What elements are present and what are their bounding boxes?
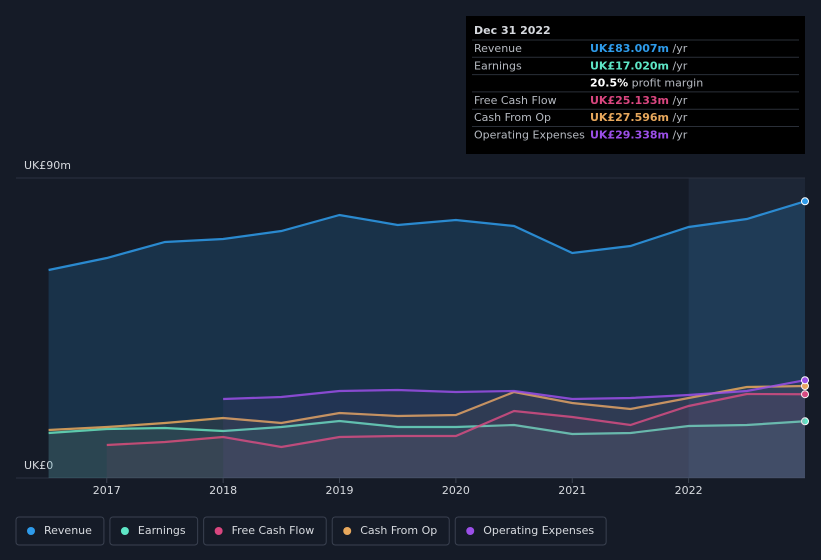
tooltip-unit: /yr xyxy=(673,111,688,124)
x-tick-label: 2021 xyxy=(558,484,586,497)
legend-item[interactable]: Cash From Op xyxy=(331,516,450,546)
series-area xyxy=(48,386,806,478)
series-area xyxy=(223,380,805,478)
tooltip-unit: /yr xyxy=(673,129,688,142)
legend-box[interactable] xyxy=(331,516,450,546)
series-line xyxy=(48,384,806,432)
tooltip-number: UK£27.596m xyxy=(590,111,669,124)
tooltip-number: UK£83.007m xyxy=(590,42,669,55)
series-line xyxy=(106,392,806,449)
x-tick-label: 2022 xyxy=(675,484,703,497)
highlight-region xyxy=(688,178,805,478)
tooltip-value: UK£29.338m /yr xyxy=(590,129,688,142)
x-tick-label: 2017 xyxy=(93,484,121,497)
legend-swatch[interactable] xyxy=(466,527,475,535)
x-tick-label: 2018 xyxy=(209,484,237,497)
y-tick-label: UK£90m xyxy=(24,159,71,172)
series-line xyxy=(223,379,806,401)
tooltip-unit: /yr xyxy=(673,59,688,72)
legend-label[interactable]: Free Cash Flow xyxy=(232,524,315,537)
legend-label[interactable]: Operating Expenses xyxy=(483,524,594,537)
legend-box[interactable] xyxy=(109,516,199,546)
legend-item[interactable]: Free Cash Flow xyxy=(203,516,327,546)
legend-swatch[interactable] xyxy=(27,527,35,535)
tooltip-number: UK£17.020m xyxy=(590,59,669,72)
legend-box[interactable] xyxy=(454,516,607,546)
y-tick-label: UK£0 xyxy=(24,459,53,472)
end-point xyxy=(801,417,809,426)
tooltip-value: UK£17.020m /yr xyxy=(590,59,688,72)
legend-item[interactable]: Revenue xyxy=(15,516,105,546)
end-point xyxy=(801,390,809,399)
end-point xyxy=(801,197,809,206)
legend-label[interactable]: Revenue xyxy=(44,524,92,537)
tooltip-unit: /yr xyxy=(673,42,688,55)
tooltip-title: Dec 31 2022 xyxy=(474,24,551,37)
tooltip-number: UK£29.338m xyxy=(590,129,669,142)
legend-swatch[interactable] xyxy=(343,527,352,535)
x-tick-label: 2020 xyxy=(442,484,470,497)
tooltip-unit: profit margin xyxy=(632,77,704,90)
x-tick-label: 2019 xyxy=(326,484,354,497)
series-line xyxy=(48,419,806,436)
tooltip-value: 20.5% profit margin xyxy=(590,77,703,90)
tooltip-label: Cash From Op xyxy=(474,111,551,124)
legend-box[interactable] xyxy=(203,516,327,546)
tooltip-value: UK£27.596m /yr xyxy=(590,111,688,124)
tooltip-box xyxy=(466,16,805,154)
legend-item[interactable]: Earnings xyxy=(109,516,199,546)
tooltip-value: UK£83.007m /yr xyxy=(590,42,688,55)
legend-item[interactable]: Operating Expenses xyxy=(454,516,607,546)
legend-swatch[interactable] xyxy=(120,527,129,535)
tooltip-value: UK£25.133m /yr xyxy=(590,94,688,107)
series-area xyxy=(48,421,806,478)
end-point xyxy=(801,376,809,385)
tooltip-number: UK£25.133m xyxy=(590,94,669,107)
legend-swatch[interactable] xyxy=(214,527,223,535)
series-area xyxy=(48,201,806,478)
tooltip-number: 20.5% xyxy=(590,77,628,90)
legend-box[interactable] xyxy=(15,516,105,546)
legend-label[interactable]: Cash From Op xyxy=(360,524,437,537)
tooltip-unit: /yr xyxy=(673,94,688,107)
series-line xyxy=(48,200,806,272)
tooltip-label: Earnings xyxy=(474,59,522,72)
legend-label[interactable]: Earnings xyxy=(138,524,186,537)
tooltip-label: Operating Expenses xyxy=(474,129,585,142)
tooltip-label: Revenue xyxy=(474,42,522,55)
tooltip-label: Free Cash Flow xyxy=(474,94,557,107)
